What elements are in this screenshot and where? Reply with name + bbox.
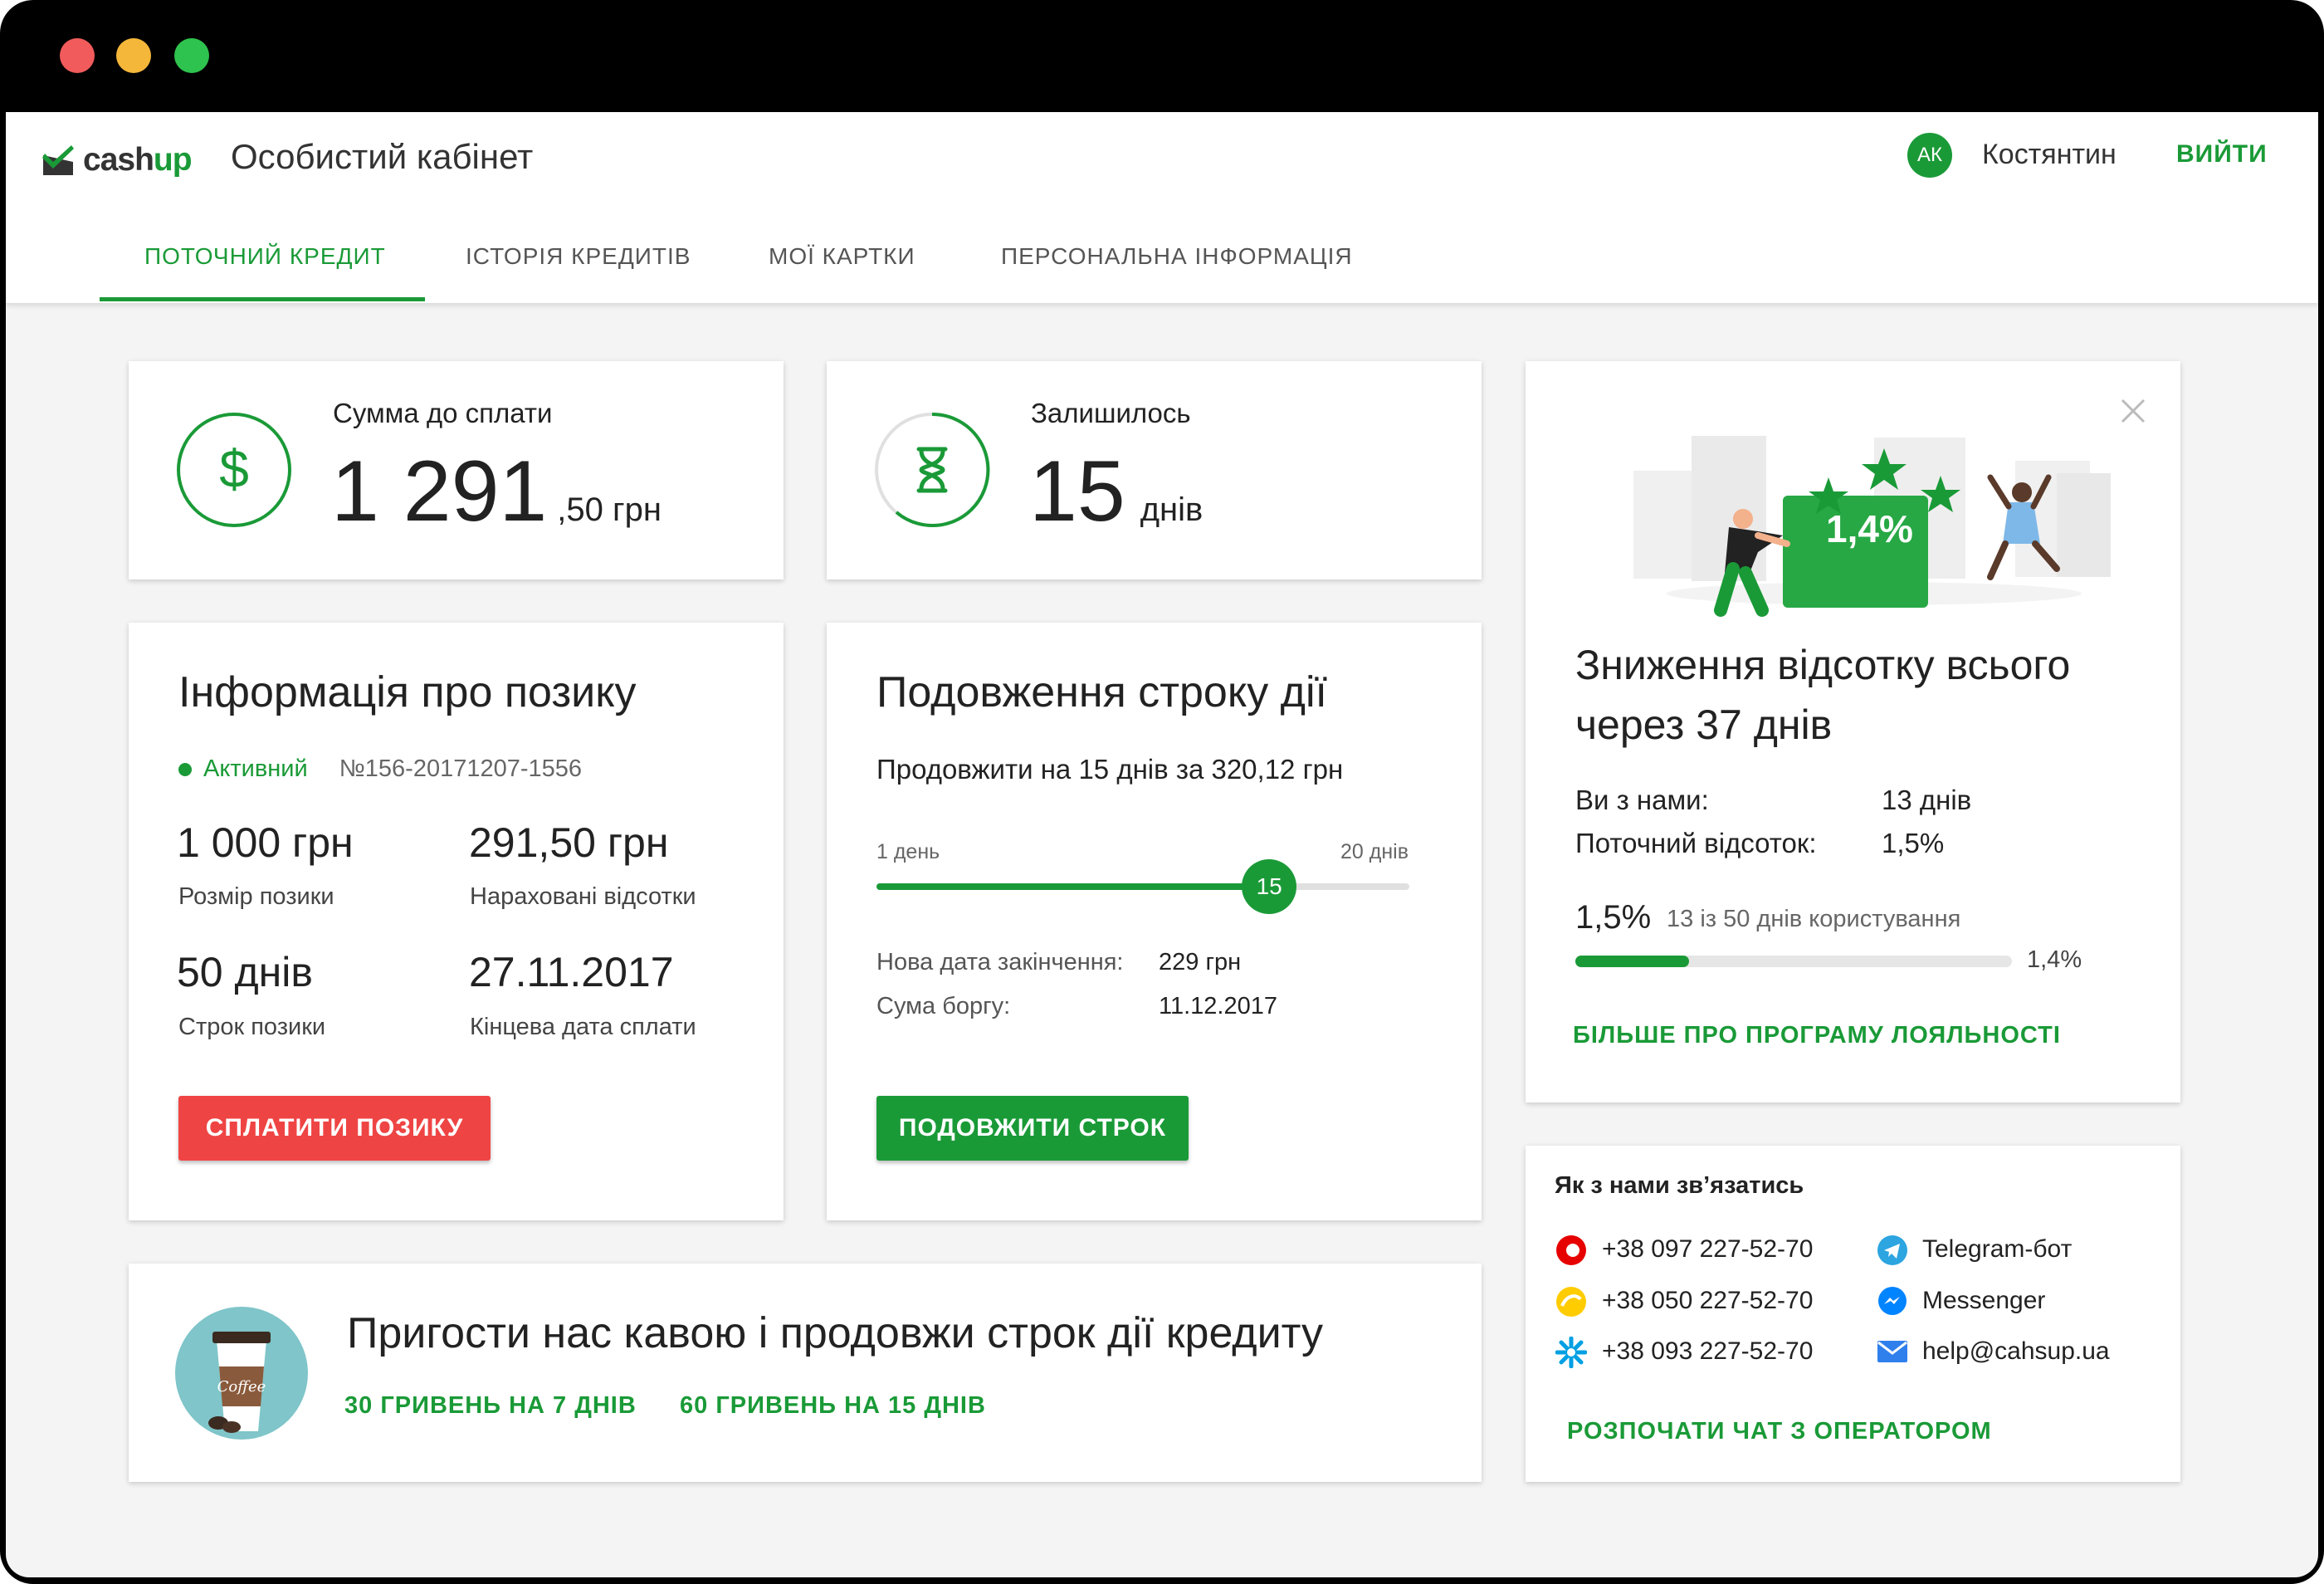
phone-lifecell[interactable]: +38 050 227-52-70: [1602, 1287, 1814, 1314]
messenger-icon: [1878, 1287, 1907, 1315]
star-icon: [1862, 448, 1907, 490]
username[interactable]: Костянтин: [1982, 139, 2116, 170]
app-screen: cashup Особистий кабінет АК Костянтин ВИ…: [6, 112, 2318, 1577]
loan-info-title: Інформація про позику: [178, 668, 637, 716]
loyalty-progress-bar: [1575, 956, 2012, 967]
coffee-cup-label: Coffee: [217, 1378, 266, 1396]
slider-fill: [876, 883, 1270, 890]
amount-due-label: Сумма до сплати: [333, 398, 553, 428]
current-rate-value: 1,5%: [1882, 828, 1945, 858]
phone-kyivstar[interactable]: +38 093 227-52-70: [1602, 1337, 1814, 1365]
with-us-label: Ви з нами:: [1575, 785, 1709, 815]
loyalty-progress-fill: [1575, 956, 1689, 967]
telegram-link[interactable]: Telegram-бот: [1922, 1235, 2073, 1263]
kyivstar-icon: [1555, 1337, 1587, 1368]
extension-subtitle: Продовжити на 15 днів за 320,12 грн: [876, 754, 1344, 785]
loan-interest: 291,50 грн: [469, 819, 669, 866]
active-tab-indicator: [100, 297, 425, 301]
loan-end-date-label: Кінцева дата сплати: [470, 1014, 696, 1040]
hourglass-icon: [875, 412, 990, 527]
progress-text: 13 із 50 днів користування: [1667, 906, 1961, 932]
extension-card: Подовження строку дії Продовжити на 15 д…: [827, 623, 1482, 1220]
tab-current-credit[interactable]: ПОТОЧНИЙ КРЕДИТ: [144, 243, 386, 269]
days-remaining-card: Залишилось 15 днів: [827, 361, 1482, 579]
tab-credit-history[interactable]: ІСТОРІЯ КРЕДИТІВ: [466, 243, 691, 269]
email-icon: [1877, 1341, 1907, 1362]
logout-button[interactable]: ВИЙТИ: [2176, 140, 2268, 168]
contacts-title: Як з нами зв’язатись: [1555, 1172, 1804, 1199]
loan-term-label: Строк позики: [178, 1014, 326, 1040]
svg-text:$: $: [219, 439, 249, 499]
loyalty-more-link[interactable]: БІЛЬШЕ ПРО ПРОГРАМУ ЛОЯЛЬНОСТІ: [1573, 1022, 2061, 1049]
vodafone-icon: [1556, 1235, 1586, 1265]
loan-number: №156-20171207-1556: [339, 755, 583, 782]
lifecell-icon: [1556, 1287, 1586, 1317]
loan-term: 50 днів: [177, 949, 313, 995]
coffee-cup-icon: Coffee: [175, 1307, 308, 1440]
amount-due-value: 1 291 ,50 грн: [331, 442, 662, 541]
messenger-link[interactable]: Messenger: [1922, 1287, 2046, 1314]
loyalty-badge: 1,4%: [1826, 507, 1913, 550]
phone-vodafone[interactable]: +38 097 227-52-70: [1602, 1235, 1814, 1263]
progress-target: 1,4%: [2027, 946, 2082, 973]
debt-label: Сума боргу:: [876, 993, 1011, 1019]
amount-due-fraction: ,50 грн: [557, 491, 662, 528]
status-dot: [178, 762, 192, 776]
coffee-title: Пригости нас кавою і продовжи строк дії …: [347, 1309, 1324, 1357]
loyalty-illustration: [1633, 436, 2111, 617]
close-window-dot[interactable]: [60, 38, 95, 73]
star-icon: [1809, 477, 1848, 514]
loan-amount-label: Розмір позики: [178, 883, 334, 910]
new-date-value: 229 грн: [1159, 949, 1242, 975]
dollar-icon: $: [177, 413, 291, 527]
pay-loan-button[interactable]: СПЛАТИТИ ПОЗИКУ: [178, 1096, 491, 1161]
status-badge: Активний: [203, 755, 308, 782]
star-icon: [1921, 476, 1960, 512]
telegram-icon: [1877, 1235, 1907, 1265]
minimize-window-dot[interactable]: [116, 38, 151, 73]
avatar[interactable]: АК: [1907, 133, 1952, 178]
days-remaining-unit: днів: [1140, 491, 1204, 528]
coffee-option-7-days[interactable]: 30 ГРИВЕНЬ НА 7 ДНІВ: [344, 1392, 637, 1419]
with-us-value: 13 днів: [1882, 785, 1972, 815]
maximize-window-dot[interactable]: [174, 38, 209, 73]
start-chat-link[interactable]: РОЗПОЧАТИ ЧАТ З ОПЕРАТОРОМ: [1567, 1418, 1992, 1445]
contacts-card: Як з нами зв’язатись +38 097 227-52-70 +…: [1526, 1146, 2180, 1482]
days-remaining-value: 15 днів: [1029, 442, 1203, 541]
loyalty-card: 1,4% Зниження відсотку всього через 37 д…: [1526, 361, 2180, 1102]
extend-term-button[interactable]: ПОДОВЖИТИ СТРОК: [876, 1096, 1189, 1161]
amount-due-main: 1 291: [331, 443, 548, 540]
debt-value: 11.12.2017: [1159, 993, 1277, 1019]
extension-slider[interactable]: 15: [876, 859, 1409, 914]
loan-info-card: Інформація про позику Активний №156-2017…: [129, 623, 784, 1220]
close-icon[interactable]: [2119, 397, 2147, 425]
days-remaining-label: Залишилось: [1031, 398, 1191, 428]
loan-status-row: Активний №156-20171207-1556: [178, 755, 582, 783]
amount-due-card: $ Сумма до сплати 1 291 ,50 грн: [129, 361, 784, 579]
logo[interactable]: cashup: [42, 142, 193, 178]
logo-icon: [42, 145, 74, 175]
coffee-card: Coffee Пригости нас кавою і продовжи стр…: [129, 1264, 1482, 1482]
current-rate-label: Поточний відсоток:: [1575, 828, 1817, 858]
loan-end-date: 27.11.2017: [469, 949, 674, 995]
days-remaining-number: 15: [1029, 443, 1125, 540]
logo-text: cashup: [83, 142, 193, 178]
tab-personal-info[interactable]: ПЕРСОНАЛЬНА ІНФОРМАЦІЯ: [1001, 243, 1353, 269]
slider-max-label: 20 днів: [1340, 840, 1409, 863]
slider-min-label: 1 день: [876, 840, 940, 863]
loyalty-title: Зниження відсотку всього через 37 днів: [1575, 642, 2071, 748]
progress-rate: 1,5%: [1575, 899, 1652, 936]
page-title: Особистий кабінет: [231, 137, 534, 176]
new-date-label: Нова дата закінчення:: [876, 949, 1124, 975]
tab-my-cards[interactable]: МОЇ КАРТКИ: [769, 243, 915, 269]
coffee-option-15-days[interactable]: 60 ГРИВЕНЬ НА 15 ДНІВ: [680, 1392, 986, 1419]
header: cashup Особистий кабінет АК Костянтин ВИ…: [6, 112, 2318, 303]
slider-thumb[interactable]: 15: [1242, 859, 1297, 914]
loan-interest-label: Нараховані відсотки: [470, 883, 696, 910]
email-link[interactable]: help@cahsup.ua: [1922, 1337, 2110, 1365]
extension-title: Подовження строку дії: [876, 668, 1327, 716]
loan-amount: 1 000 грн: [177, 819, 354, 866]
